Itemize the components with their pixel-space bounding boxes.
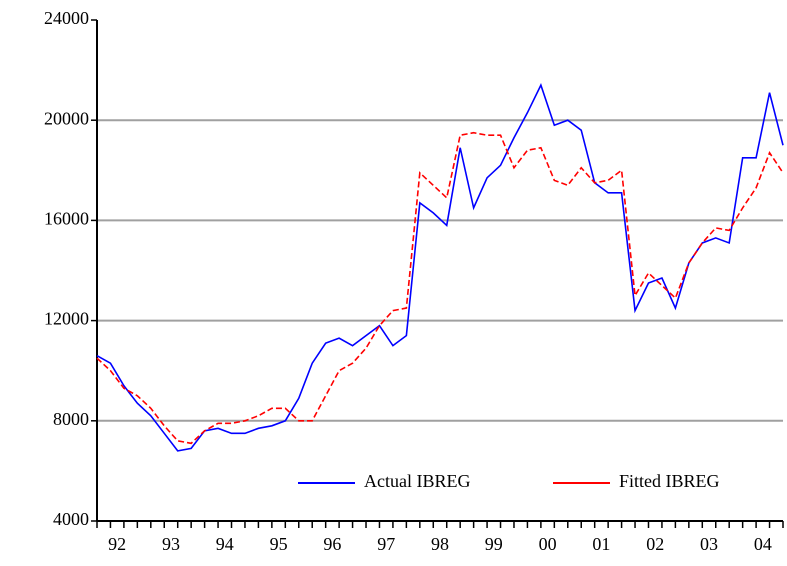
- series-line: [96, 131, 784, 445]
- x-tick-label: 02: [646, 534, 664, 554]
- x-tick-label: 92: [108, 534, 126, 554]
- x-tick-label: 93: [162, 534, 180, 554]
- x-tick-label: 94: [216, 534, 234, 554]
- legend-label: Fitted IBREG: [619, 471, 720, 491]
- legend-label: Actual IBREG: [364, 471, 470, 491]
- x-tick-label: 04: [754, 534, 772, 554]
- x-tick-label: 96: [323, 534, 341, 554]
- y-tick-label: 4000: [53, 509, 89, 529]
- y-tick-label: 16000: [44, 209, 89, 229]
- y-tick-label: 24000: [44, 8, 89, 28]
- series-line: [96, 83, 784, 452]
- x-tick-label: 03: [700, 534, 718, 554]
- x-tick-label: 97: [377, 534, 395, 554]
- x-tick-label: 01: [592, 534, 610, 554]
- x-tick-label: 99: [485, 534, 503, 554]
- x-tick-label: 00: [539, 534, 557, 554]
- x-tick-label: 98: [431, 534, 449, 554]
- y-tick-label: 12000: [44, 309, 89, 329]
- y-tick-label: 8000: [53, 409, 89, 429]
- x-tick-label: 95: [270, 534, 288, 554]
- y-tick-label: 20000: [44, 108, 89, 128]
